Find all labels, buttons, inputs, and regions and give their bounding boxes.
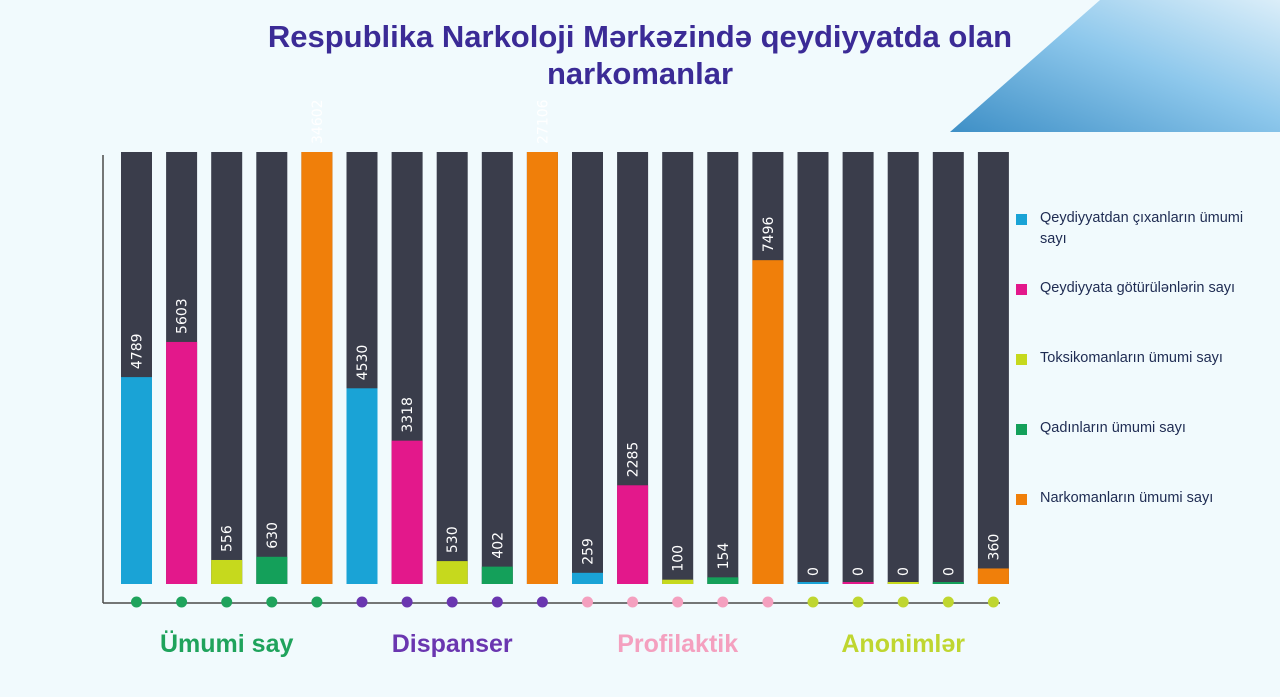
data-label: 259	[581, 538, 597, 565]
bar-background	[436, 152, 468, 584]
group-label: Profilaktik	[617, 630, 739, 658]
bar	[436, 561, 468, 584]
group-marker-dot	[356, 596, 368, 608]
legend-item: Qeydiyyatdan çıxanların ümumi sayı	[1016, 208, 1246, 250]
bar	[752, 260, 784, 584]
legend-label: Toksikomanların ümumi sayı	[1040, 350, 1223, 366]
group-label: Ümumi say	[159, 630, 294, 658]
bar-background	[977, 152, 1009, 584]
corner-decoration	[950, 0, 1280, 132]
bar-background	[842, 152, 874, 584]
legend-swatch	[1016, 214, 1027, 225]
data-label: 0	[851, 567, 867, 576]
data-label: 100	[671, 545, 687, 572]
legend-item: Qeydiyyata götürülənlərin sayı	[1016, 278, 1246, 299]
bar-background	[707, 152, 739, 584]
data-label: 360	[986, 534, 1002, 561]
bar	[526, 152, 558, 584]
legend-label: Qeydiyyata götürülənlərin sayı	[1040, 280, 1236, 296]
legend-item: Narkomanların ümumi sayı	[1016, 488, 1246, 509]
data-label: 4530	[355, 345, 371, 381]
bar-background	[256, 152, 288, 584]
data-label: 0	[806, 567, 822, 576]
data-label: 530	[445, 526, 461, 553]
group-marker-dot	[897, 596, 909, 608]
group-marker-dot	[987, 596, 999, 608]
bar	[391, 440, 423, 584]
bar-background	[481, 152, 513, 584]
bar	[166, 341, 198, 584]
legend-label: Qeydiyyatdan çıxanların ümumi sayı	[1040, 210, 1244, 247]
slide-title: Respublika Narkoloji Mərkəzində qeydiyya…	[200, 18, 1080, 92]
bar	[301, 152, 333, 584]
legend-swatch	[1016, 494, 1027, 505]
data-label: 4789	[130, 333, 146, 369]
legend-swatch	[1016, 284, 1027, 295]
bar	[797, 582, 829, 584]
group-marker-dot	[942, 596, 954, 608]
data-label: 0	[941, 567, 957, 576]
group-marker-dot	[536, 596, 548, 608]
legend-swatch	[1016, 354, 1027, 365]
bar-background	[932, 152, 964, 584]
group-marker-dot	[807, 596, 819, 608]
bar	[481, 566, 513, 584]
group-marker-dot	[266, 596, 278, 608]
group-marker-dot	[491, 596, 503, 608]
bar-background	[572, 152, 603, 584]
legend-item: Toksikomanların ümumi sayı	[1016, 348, 1246, 369]
data-label: 5603	[175, 298, 191, 334]
legend-label: Narkomanların ümumi sayı	[1040, 490, 1214, 506]
legend-swatch	[1016, 424, 1027, 435]
data-label: 0	[896, 567, 912, 576]
bar	[707, 577, 739, 584]
bar	[617, 485, 649, 584]
title-line-1: Respublika Narkoloji Mərkəzində qeydiyya…	[267, 19, 1013, 54]
data-label: 556	[220, 525, 236, 552]
bar-background	[662, 152, 694, 584]
group-marker-dot	[311, 596, 323, 608]
bar	[887, 582, 919, 584]
legend-item: Qadınların ümumi sayı	[1016, 418, 1246, 439]
data-label: 154	[716, 543, 732, 570]
legend-label: Qadınların ümumi sayı	[1040, 420, 1186, 436]
bar-chart: 4789 5603 556 630 34602 4530 3318 530 402 27106 25…	[102, 99, 1009, 608]
data-label: 630	[265, 522, 281, 549]
bar	[346, 388, 378, 584]
group-marker-dot	[221, 596, 233, 608]
bar	[932, 582, 964, 584]
group-marker-dot	[582, 596, 593, 608]
data-label: 402	[490, 532, 506, 559]
bar	[256, 556, 288, 584]
group-label: Dispanser	[391, 630, 513, 658]
bar-background	[887, 152, 919, 584]
group-marker-dot	[401, 596, 413, 608]
data-label: 3318	[400, 397, 416, 433]
group-marker-dot	[717, 596, 729, 608]
bar-background	[797, 152, 829, 584]
bar	[662, 579, 694, 584]
group-marker-dot	[672, 596, 684, 608]
group-marker-dot	[762, 596, 774, 608]
group-marker-dot	[852, 596, 864, 608]
group-marker-dot	[176, 596, 188, 608]
bar	[572, 572, 603, 584]
bar	[211, 559, 243, 584]
group-marker-dot	[446, 596, 458, 608]
bar	[121, 377, 152, 584]
data-label: 34602	[310, 99, 326, 144]
data-label: 27106	[535, 99, 551, 144]
group-marker-dot	[131, 596, 142, 608]
data-label: 7496	[761, 216, 777, 252]
bar	[977, 568, 1009, 584]
group-label: Anonimlər	[841, 630, 965, 658]
title-line-2: narkomanlar	[546, 56, 734, 91]
data-label: 2285	[626, 442, 642, 478]
bar-background	[211, 152, 243, 584]
bar	[842, 582, 874, 584]
group-marker-dot	[627, 596, 639, 608]
